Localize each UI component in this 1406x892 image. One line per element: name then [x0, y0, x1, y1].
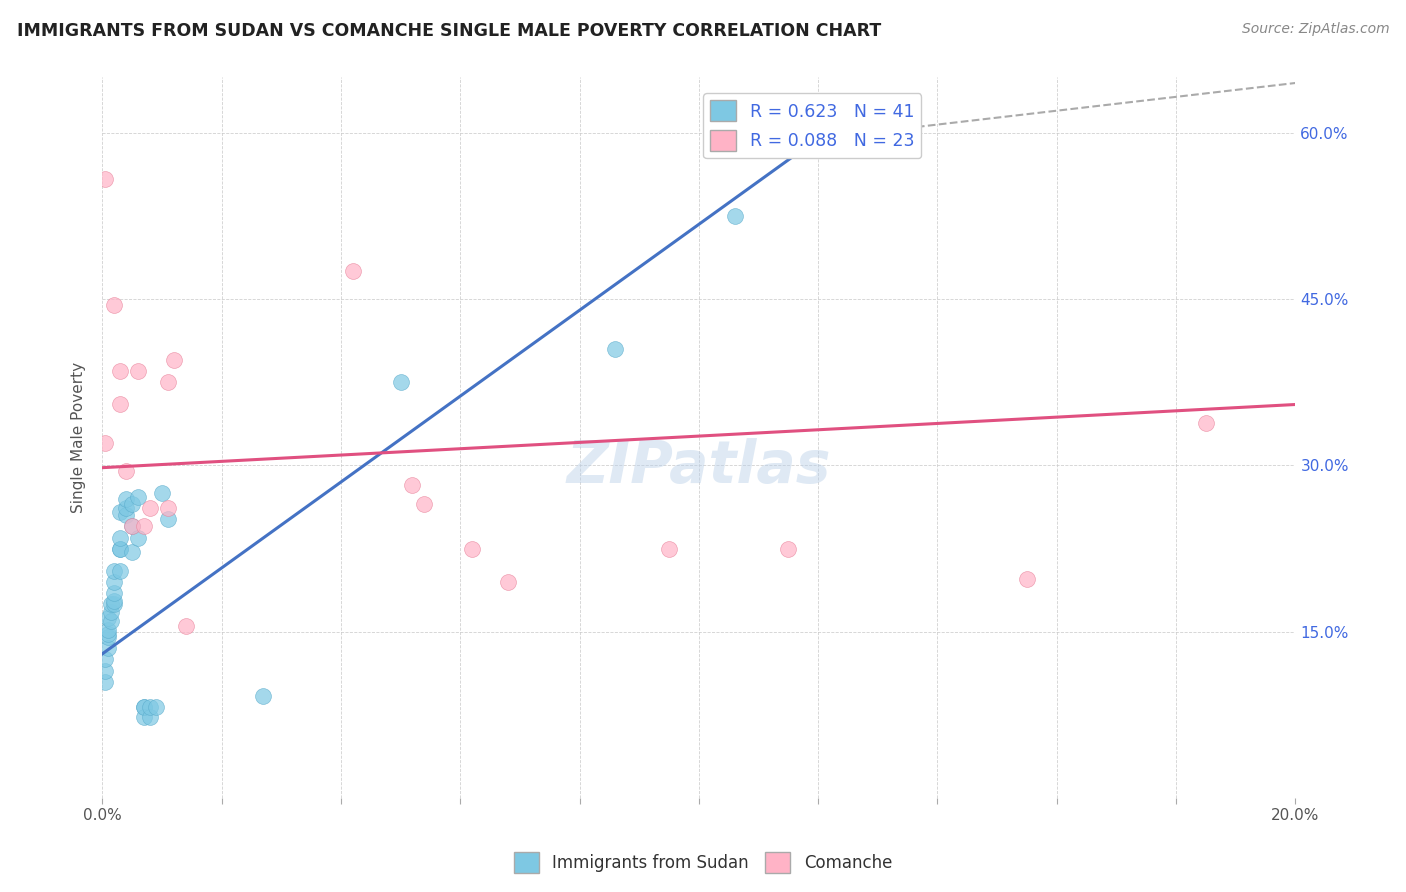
Point: [103, 564, 125, 578]
Point: [156, 376, 179, 390]
Point: [121, 545, 143, 559]
Legend: Immigrants from Sudan, Comanche: Immigrants from Sudan, Comanche: [508, 846, 898, 880]
Point: [163, 353, 186, 368]
Point: [132, 710, 155, 724]
Point: [461, 541, 484, 556]
Point: [97, 630, 120, 644]
Point: [132, 519, 155, 533]
Point: [145, 700, 167, 714]
Point: [108, 541, 131, 556]
Point: [132, 700, 155, 714]
Text: IMMIGRANTS FROM SUDAN VS COMANCHE SINGLE MALE POVERTY CORRELATION CHART: IMMIGRANTS FROM SUDAN VS COMANCHE SINGLE…: [17, 22, 882, 40]
Point: [103, 298, 125, 312]
Point: [108, 364, 131, 378]
Point: [150, 486, 173, 500]
Point: [658, 541, 681, 556]
Point: [174, 619, 197, 633]
Point: [97, 641, 120, 656]
Point: [94, 664, 117, 678]
Point: [127, 364, 149, 378]
Point: [115, 464, 138, 478]
Point: [100, 597, 122, 611]
Point: [139, 500, 162, 515]
Point: [389, 376, 412, 390]
Point: [121, 497, 143, 511]
Point: [97, 627, 120, 641]
Point: [496, 574, 519, 589]
Point: [97, 623, 120, 637]
Point: [605, 342, 627, 356]
Point: [121, 519, 143, 533]
Point: [156, 500, 179, 515]
Point: [103, 593, 125, 607]
Point: [342, 264, 364, 278]
Point: [1195, 417, 1218, 431]
Point: [108, 531, 131, 545]
Point: [139, 700, 162, 714]
Point: [1015, 572, 1038, 586]
Point: [94, 674, 117, 689]
Point: [94, 172, 117, 186]
Point: [100, 605, 122, 619]
Point: [127, 490, 149, 504]
Point: [103, 586, 125, 600]
Point: [156, 511, 179, 525]
Point: [103, 574, 125, 589]
Point: [139, 710, 162, 724]
Point: [100, 614, 122, 628]
Point: [108, 564, 131, 578]
Point: [252, 689, 274, 703]
Point: [108, 397, 131, 411]
Point: [132, 700, 155, 714]
Point: [121, 519, 143, 533]
Y-axis label: Single Male Poverty: Single Male Poverty: [72, 362, 86, 513]
Point: [115, 491, 138, 506]
Point: [778, 541, 800, 556]
Point: [103, 597, 125, 611]
Point: [401, 478, 423, 492]
Point: [413, 497, 436, 511]
Text: ZIPatlas: ZIPatlas: [567, 438, 831, 495]
Point: [94, 436, 117, 450]
Legend: R = 0.623   N = 41, R = 0.088   N = 23: R = 0.623 N = 41, R = 0.088 N = 23: [703, 94, 921, 158]
Point: [723, 209, 745, 223]
Text: Source: ZipAtlas.com: Source: ZipAtlas.com: [1241, 22, 1389, 37]
Point: [97, 611, 120, 625]
Point: [115, 500, 138, 515]
Point: [127, 531, 149, 545]
Point: [108, 505, 131, 519]
Point: [108, 541, 131, 556]
Point: [94, 652, 117, 666]
Point: [115, 508, 138, 523]
